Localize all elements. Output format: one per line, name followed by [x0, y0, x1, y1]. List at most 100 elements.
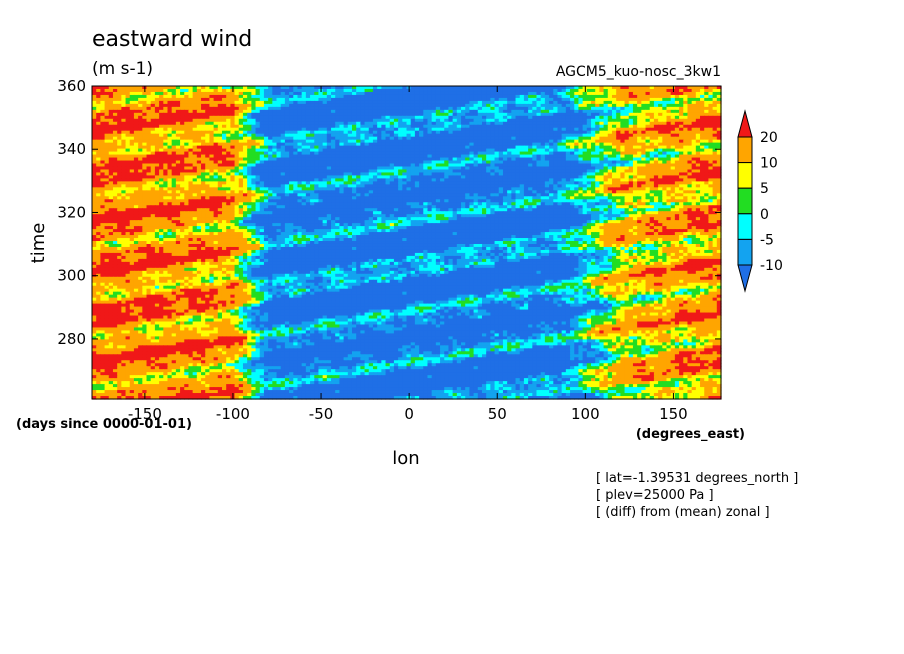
heatmap-cell	[393, 86, 399, 90]
heatmap-cell	[607, 112, 613, 117]
heatmap-cell	[532, 115, 538, 120]
heatmap-cell	[645, 88, 651, 93]
heatmap-cell	[544, 91, 550, 96]
heatmap-cell	[381, 86, 387, 90]
heatmap-cell	[561, 112, 567, 117]
heatmap-cell	[515, 115, 521, 120]
heatmap-cell	[423, 115, 429, 120]
heatmap-cell	[108, 88, 114, 93]
heatmap-cell	[180, 100, 185, 105]
heatmap-cell	[448, 118, 454, 123]
heatmap-cell	[138, 86, 143, 90]
heatmap-cell	[234, 86, 240, 90]
heatmap-cell	[679, 94, 684, 99]
heatmap-cell	[398, 109, 403, 114]
heatmap-cell	[100, 121, 106, 126]
heatmap-cell	[201, 88, 206, 93]
heatmap-cell	[481, 115, 487, 120]
heatmap-cell	[301, 86, 307, 90]
heatmap-cell	[385, 103, 391, 108]
heatmap-cell	[461, 121, 466, 126]
heatmap-cell	[465, 88, 470, 93]
heatmap-cell	[578, 91, 584, 96]
heatmap-cell	[398, 100, 403, 105]
heatmap-cell	[322, 109, 328, 114]
heatmap-cell	[259, 86, 265, 90]
heatmap-cell	[511, 121, 517, 126]
heatmap-cell	[591, 94, 596, 99]
heatmap-cell	[708, 86, 714, 90]
heatmap-cell	[310, 97, 315, 102]
heatmap-cell	[616, 97, 621, 102]
heatmap-cell	[112, 100, 118, 105]
heatmap-cell	[679, 115, 684, 120]
heatmap-cell	[662, 100, 668, 105]
heatmap-cell	[540, 103, 546, 108]
heatmap-cell	[343, 106, 349, 111]
heatmap-cell	[339, 86, 345, 90]
heatmap-cell	[603, 94, 609, 99]
heatmap-cell	[272, 109, 278, 114]
heatmap-cell	[217, 86, 223, 90]
heatmap-cell	[175, 86, 181, 90]
heatmap-cell	[624, 109, 630, 114]
heatmap-cell	[536, 100, 542, 105]
heatmap-cell	[167, 97, 173, 102]
heatmap-cell	[498, 100, 504, 105]
heatmap-cell	[188, 97, 194, 102]
heatmap-cell	[599, 118, 605, 123]
heatmap-cell	[335, 115, 340, 120]
heatmap-cell	[708, 97, 714, 102]
heatmap-cell	[284, 97, 290, 102]
heatmap-cell	[108, 103, 114, 108]
heatmap-cell	[553, 112, 559, 117]
heatmap-cell	[712, 115, 718, 120]
heatmap-cell	[544, 106, 550, 111]
heatmap-cell	[419, 121, 424, 126]
heatmap-cell	[230, 118, 236, 123]
heatmap-cell	[523, 115, 529, 120]
heatmap-cell	[427, 97, 433, 102]
heatmap-cell	[624, 97, 630, 102]
heatmap-cell	[318, 91, 324, 96]
heatmap-cell	[322, 94, 328, 99]
heatmap-cell	[293, 103, 299, 108]
heatmap-cell	[607, 94, 613, 99]
heatmap-cell	[674, 112, 680, 117]
heatmap-cell	[117, 121, 122, 126]
heatmap-cell	[532, 121, 538, 126]
heatmap-cell	[586, 94, 592, 99]
heatmap-cell	[406, 118, 412, 123]
heatmap-cell	[230, 97, 236, 102]
heatmap-cell	[272, 86, 278, 90]
heatmap-cell	[142, 100, 148, 105]
heatmap-cell	[620, 88, 626, 93]
heatmap-cell	[611, 88, 617, 93]
heatmap-cell	[502, 112, 508, 117]
heatmap-cell	[356, 115, 361, 120]
heatmap-cell	[645, 112, 651, 117]
heatmap-cell	[444, 106, 450, 111]
heatmap-cell	[201, 115, 206, 120]
heatmap-cell	[289, 91, 294, 96]
heatmap-cell	[574, 94, 580, 99]
heatmap-cell	[100, 94, 106, 99]
heatmap-cell	[314, 121, 320, 126]
heatmap-cell	[557, 94, 563, 99]
heatmap-cell	[364, 103, 370, 108]
heatmap-cell	[523, 112, 529, 117]
heatmap-cell	[108, 94, 114, 99]
heatmap-cell	[645, 115, 651, 120]
heatmap-cell	[494, 121, 500, 126]
heatmap-cell	[154, 103, 160, 108]
heatmap-cell	[716, 94, 722, 99]
heatmap-cell	[201, 100, 206, 105]
heatmap-cell	[523, 94, 529, 99]
heatmap-cell	[104, 88, 110, 93]
heatmap-cell	[536, 103, 542, 108]
heatmap-cell	[502, 88, 508, 93]
heatmap-cell	[393, 97, 399, 102]
heatmap-cell	[557, 112, 563, 117]
heatmap-cell	[716, 97, 722, 102]
heatmap-cell	[691, 88, 697, 93]
